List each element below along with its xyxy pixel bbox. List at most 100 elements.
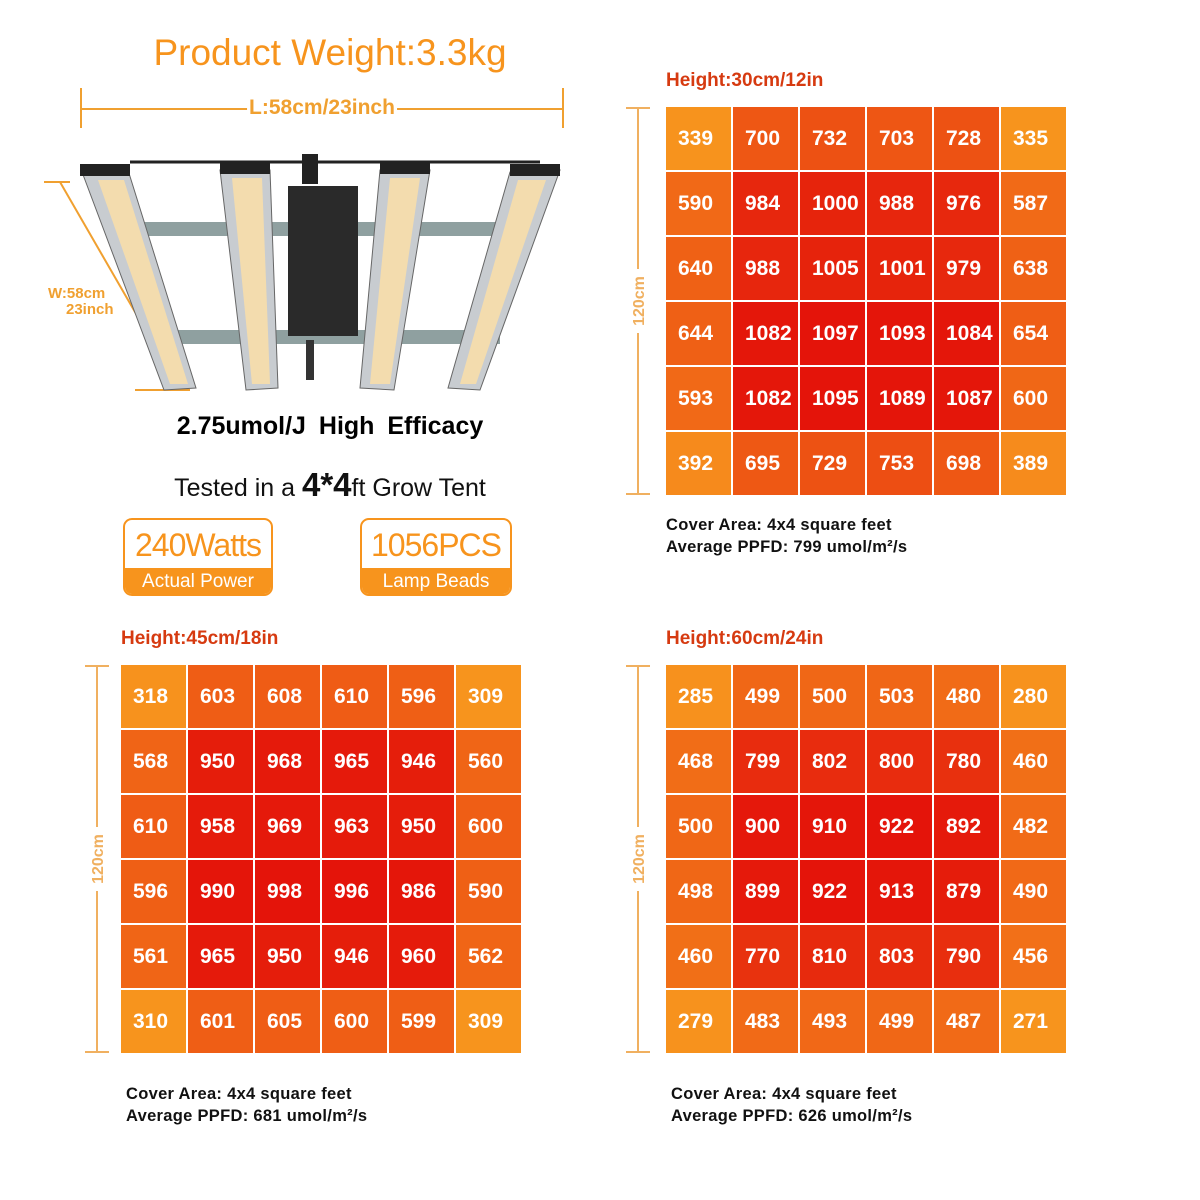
heatmap-cell: 480 [934, 665, 999, 728]
heatmap-cell: 988 [733, 237, 798, 300]
heatmap-cell: 560 [456, 730, 521, 793]
heatmap-cell: 810 [800, 925, 865, 988]
width-label-cm: W:58cm [48, 286, 106, 302]
power-value: 240Watts [135, 527, 262, 563]
heatmap-cell: 1089 [867, 367, 932, 430]
heatmap-title: Height:60cm/24in [666, 628, 824, 649]
heatmap-cell: 1082 [733, 302, 798, 365]
heatmap-cell: 500 [800, 665, 865, 728]
ruler-label: 120cm [627, 827, 653, 891]
heatmap-cell: 958 [188, 795, 253, 858]
heatmap-cell: 285 [666, 665, 731, 728]
heatmap-cell: 640 [666, 237, 731, 300]
heatmap-cell: 271 [1001, 990, 1066, 1053]
heatmap-cell: 483 [733, 990, 798, 1053]
beads-value: 1056PCS [371, 527, 502, 563]
heatmap-cell: 770 [733, 925, 798, 988]
grow-light-product-image [44, 154, 561, 391]
heatmap-cell: 976 [934, 172, 999, 235]
heatmap-cell: 562 [456, 925, 521, 988]
heatmap-cell: 1093 [867, 302, 932, 365]
heatmap-cell: 599 [389, 990, 454, 1053]
heatmap-cell: 600 [322, 990, 387, 1053]
ruler-label: 120cm [627, 269, 653, 333]
heatmap-cell: 610 [121, 795, 186, 858]
heatmap-cell: 728 [934, 107, 999, 170]
heatmap-caption: Cover Area: 4x4 square feet Average PPFD:… [126, 1083, 367, 1127]
heatmap-cell: 1082 [733, 367, 798, 430]
heatmap-cell: 968 [255, 730, 320, 793]
heatmap-cell: 498 [666, 860, 731, 923]
heatmap-cell: 499 [733, 665, 798, 728]
beads-label: Lamp Beads [362, 568, 510, 594]
heatmap-cell: 950 [188, 730, 253, 793]
caption-1: Cover Area: 4x4 square feet [666, 516, 892, 534]
heatmap-cell: 946 [322, 925, 387, 988]
heatmap-cell: 892 [934, 795, 999, 858]
power-label: Actual Power [125, 568, 271, 594]
tent-suffix: ft Grow Tent [351, 474, 486, 502]
heatmap-cell: 988 [867, 172, 932, 235]
heatmap-cell: 969 [255, 795, 320, 858]
tent-prefix: Tested in a [174, 474, 302, 502]
heatmap-cell: 800 [867, 730, 932, 793]
height-ruler: 120cm [626, 665, 653, 1053]
heatmap-cell: 460 [1001, 730, 1066, 793]
heatmap-cell: 703 [867, 107, 932, 170]
heatmap-cell: 698 [934, 432, 999, 495]
heatmap-cell: 638 [1001, 237, 1066, 300]
height-ruler: 120cm [85, 665, 112, 1053]
heatmap-grid: 318 603 608 610 596 309 568 950 968 965 946 560 610 9… [121, 665, 521, 1053]
heatmap-cell: 899 [733, 860, 798, 923]
efficacy-text: 2.75umol/J High Efficacy [176, 412, 484, 440]
heatmap-cell: 984 [733, 172, 798, 235]
length-label: L:58cm/23inch [247, 96, 397, 120]
heatmap-cell: 456 [1001, 925, 1066, 988]
heatmap-caption: Cover Area: 4x4 square feet Average PPFD:… [671, 1083, 912, 1127]
heatmap-cell: 729 [800, 432, 865, 495]
caption-1: Cover Area: 4x4 square feet [126, 1085, 352, 1103]
caption-2: Average PPFD: 626 umol/m²/s [671, 1107, 913, 1125]
heatmap-cell: 568 [121, 730, 186, 793]
tent-size: 4*4 [301, 466, 352, 503]
heatmap-cell: 500 [666, 795, 731, 858]
heatmap-cell: 922 [800, 860, 865, 923]
heatmap-cell: 1000 [800, 172, 865, 235]
heatmap-cell: 600 [456, 795, 521, 858]
heatmap-cell: 590 [456, 860, 521, 923]
heatmap-cell: 1087 [934, 367, 999, 430]
power-badge: 240Watts Actual Power [123, 518, 273, 596]
heatmap-cell: 339 [666, 107, 731, 170]
heatmap-cell: 802 [800, 730, 865, 793]
heatmap-cell: 593 [666, 367, 731, 430]
heatmap-cell: 280 [1001, 665, 1066, 728]
heatmap-cell: 644 [666, 302, 731, 365]
heatmap-cell: 803 [867, 925, 932, 988]
heatmap-cell: 1001 [867, 237, 932, 300]
heatmap-caption: Cover Area: 4x4 square feet Average PPFD:… [666, 514, 907, 558]
beads-badge: 1056PCS Lamp Beads [360, 518, 512, 596]
heatmap-cell: 998 [255, 860, 320, 923]
heatmap-cell: 279 [666, 990, 731, 1053]
heatmap-cell: 600 [1001, 367, 1066, 430]
heatmap-cell: 1084 [934, 302, 999, 365]
heatmap-cell: 468 [666, 730, 731, 793]
heatmap-cell: 310 [121, 990, 186, 1053]
heatmap-cell: 963 [322, 795, 387, 858]
heatmap-cell: 605 [255, 990, 320, 1053]
heatmap-cell: 965 [188, 925, 253, 988]
heatmap-cell: 910 [800, 795, 865, 858]
heatmap-cell: 482 [1001, 795, 1066, 858]
heatmap-cell: 1095 [800, 367, 865, 430]
heatmap-cell: 499 [867, 990, 932, 1053]
heatmap-cell: 490 [1001, 860, 1066, 923]
caption-1: Cover Area: 4x4 square feet [671, 1085, 897, 1103]
heatmap-cell: 1097 [800, 302, 865, 365]
heatmap-cell: 487 [934, 990, 999, 1053]
heatmap-cell: 922 [867, 795, 932, 858]
heatmap-cell: 986 [389, 860, 454, 923]
heatmap-cell: 900 [733, 795, 798, 858]
heatmap-cell: 799 [733, 730, 798, 793]
heatmap-cell: 700 [733, 107, 798, 170]
product-weight-title: Product Weight:3.3kg [153, 32, 507, 73]
